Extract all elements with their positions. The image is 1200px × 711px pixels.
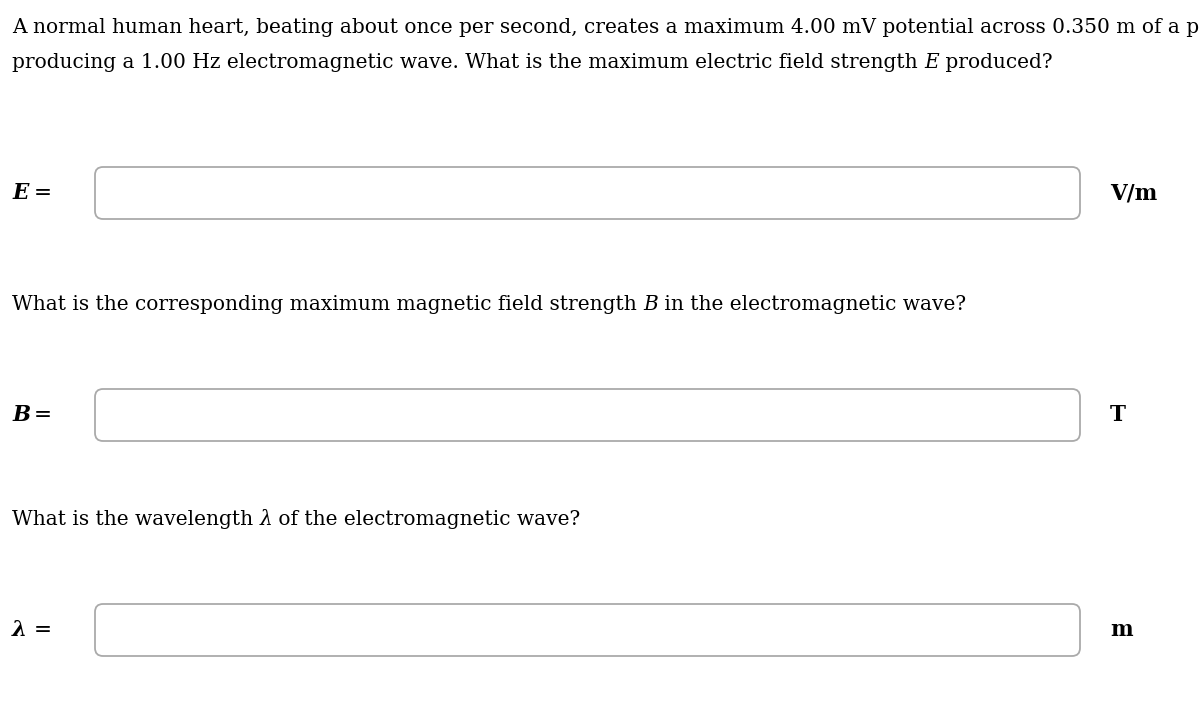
Text: What is the corresponding maximum magnetic field strength: What is the corresponding maximum magnet… [12, 295, 643, 314]
Text: What is the wavelength: What is the wavelength [12, 510, 259, 529]
Text: V/m: V/m [1110, 182, 1157, 204]
Text: produced?: produced? [938, 53, 1052, 72]
Text: B: B [643, 295, 658, 314]
Text: A normal human heart, beating about once per second, creates a maximum 4.00 mV p: A normal human heart, beating about once… [12, 18, 1200, 37]
Text: m: m [1110, 619, 1133, 641]
Text: producing a 1.00 Hz electromagnetic wave. What is the maximum electric field str: producing a 1.00 Hz electromagnetic wave… [12, 53, 924, 72]
Text: λ: λ [12, 619, 28, 641]
FancyBboxPatch shape [95, 389, 1080, 441]
Text: E: E [12, 182, 29, 204]
Text: T: T [1110, 404, 1126, 426]
Text: in the electromagnetic wave?: in the electromagnetic wave? [658, 295, 966, 314]
Text: =: = [34, 404, 52, 426]
Text: =: = [34, 182, 52, 204]
Text: of the electromagnetic wave?: of the electromagnetic wave? [272, 510, 581, 529]
Text: λ: λ [259, 510, 272, 529]
Text: B: B [12, 404, 30, 426]
Text: E: E [924, 53, 938, 72]
FancyBboxPatch shape [95, 604, 1080, 656]
Text: =: = [34, 619, 52, 641]
FancyBboxPatch shape [95, 167, 1080, 219]
